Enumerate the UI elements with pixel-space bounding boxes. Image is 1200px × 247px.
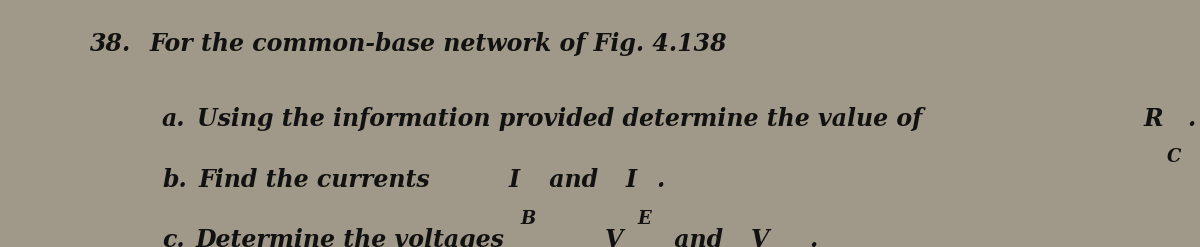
- Text: I: I: [625, 168, 636, 192]
- Text: B: B: [520, 210, 535, 228]
- Text: I: I: [509, 168, 520, 192]
- Text: For the common-base network of Fig. 4.138: For the common-base network of Fig. 4.13…: [149, 32, 727, 57]
- Text: V: V: [751, 227, 769, 247]
- Text: V: V: [605, 227, 624, 247]
- Text: Using the information provided determine the value of: Using the information provided determine…: [197, 106, 931, 131]
- Text: E: E: [637, 210, 650, 228]
- Text: Find the currents: Find the currents: [199, 168, 439, 192]
- Text: a.: a.: [162, 106, 186, 131]
- Text: b.: b.: [162, 168, 187, 192]
- Text: Determine the voltages: Determine the voltages: [196, 227, 514, 247]
- Text: .: .: [810, 227, 818, 247]
- Text: and: and: [541, 168, 606, 192]
- Text: 38.: 38.: [90, 32, 131, 57]
- Text: c.: c.: [162, 227, 185, 247]
- Text: and: and: [666, 227, 732, 247]
- Text: .: .: [1188, 106, 1195, 131]
- Text: C: C: [1166, 148, 1181, 166]
- Text: R: R: [1144, 106, 1163, 131]
- Text: .: .: [656, 168, 665, 192]
